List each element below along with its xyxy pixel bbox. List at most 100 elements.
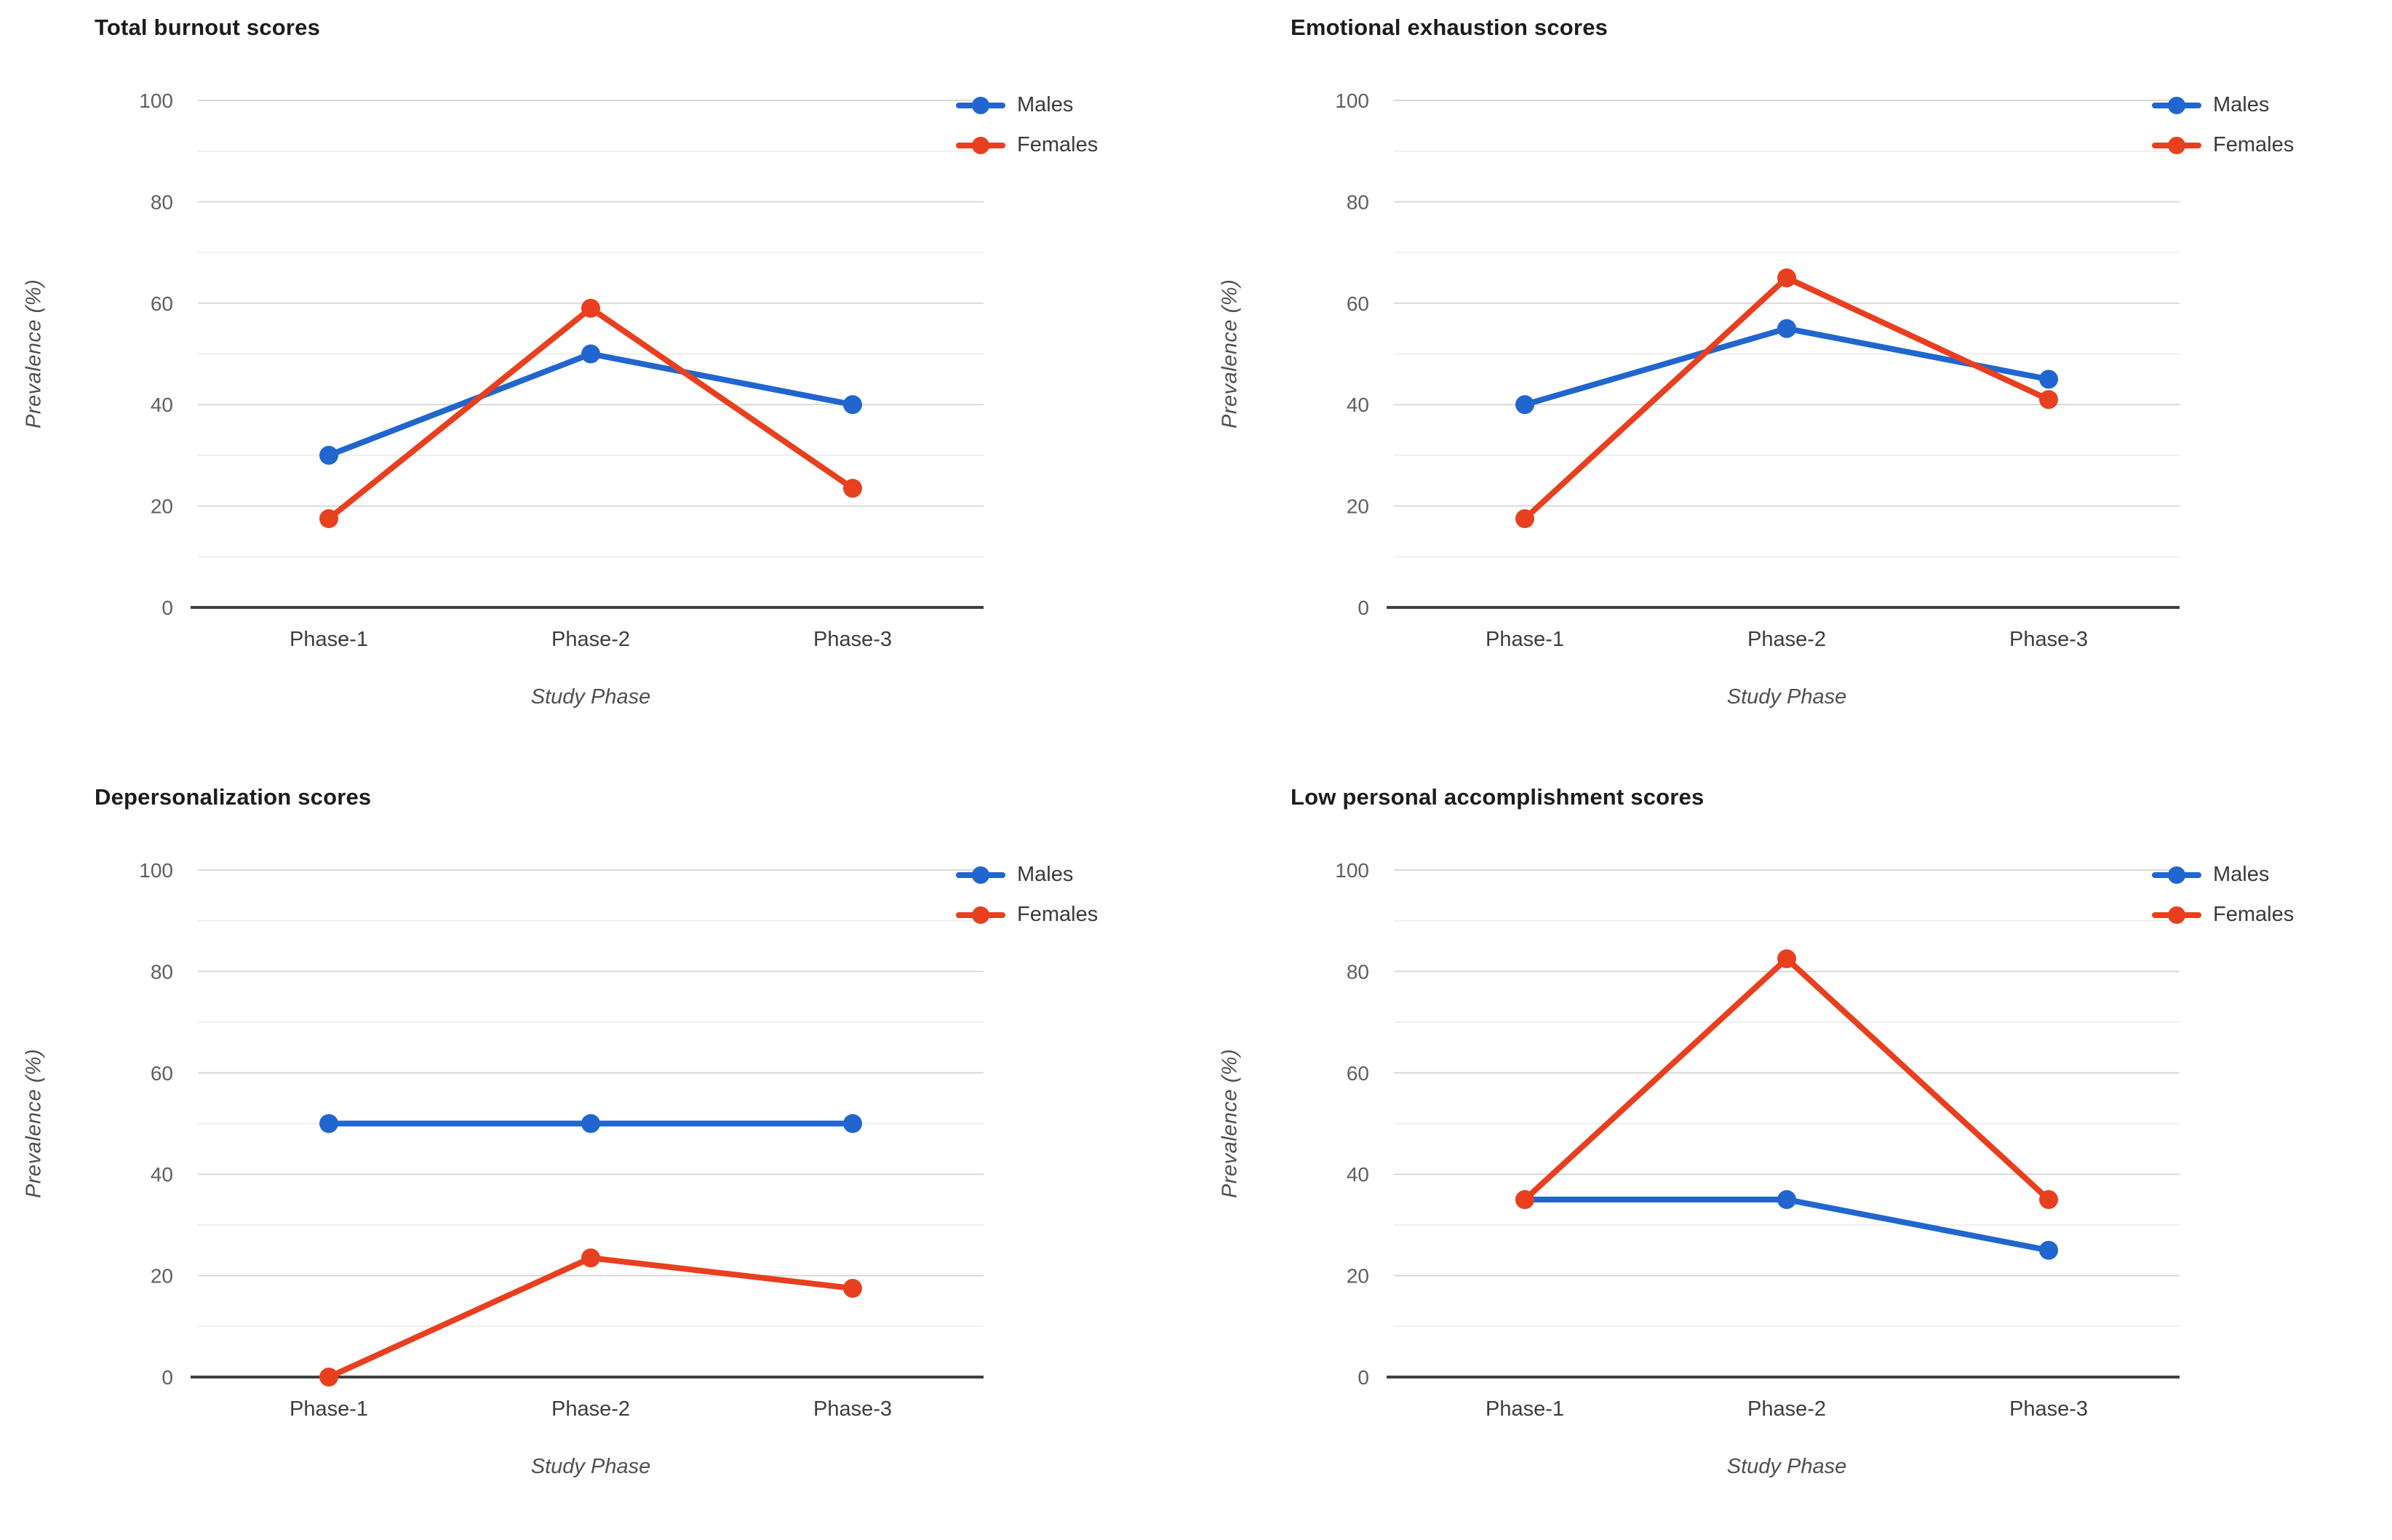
x-axis-title: Study Phase — [530, 685, 651, 709]
legend-label-females: Females — [2213, 133, 2295, 156]
x-tick-label: Phase-2 — [551, 628, 630, 651]
y-tick-label: 20 — [151, 1265, 173, 1288]
x-axis-title: Study Phase — [1726, 685, 1847, 709]
data-point-females — [1515, 1190, 1534, 1210]
data-point-males — [319, 445, 338, 465]
y-tick-label: 40 — [151, 394, 173, 416]
data-point-males — [2039, 1240, 2058, 1260]
data-point-females — [843, 1279, 862, 1298]
legend-item-males: Males — [2152, 93, 2294, 117]
y-tick-label: 60 — [1347, 292, 1369, 315]
y-tick-label: 40 — [151, 1163, 173, 1186]
legend-item-males: Males — [956, 93, 1098, 117]
x-tick-label: Phase-3 — [813, 628, 892, 651]
data-point-males — [1777, 319, 1796, 338]
x-tick-label: Phase-1 — [1486, 1397, 1564, 1421]
data-point-males — [843, 1114, 862, 1133]
data-point-males — [581, 1114, 600, 1133]
data-point-females — [2039, 1190, 2058, 1210]
legend-label-males: Males — [1017, 863, 1074, 886]
chart-title: Emotional exhaustion scores — [1291, 15, 1608, 40]
data-point-males — [581, 344, 600, 364]
legend-label-males: Males — [2213, 93, 2270, 116]
plot-area: 0 20 40 60 80 100 Phase-1 Phase-2 Phase-3 — [1335, 859, 2180, 1421]
legend: Males Females — [2152, 863, 2294, 927]
data-point-males — [843, 395, 862, 415]
y-tick-label: 40 — [1347, 1163, 1369, 1186]
data-point-females — [843, 479, 862, 498]
x-tick-label: Phase-1 — [1486, 628, 1564, 651]
y-tick-label: 80 — [1347, 191, 1369, 213]
plot-area: 0 20 40 60 80 100 Phase-1 Phase-2 Phase-3 — [139, 859, 984, 1421]
series-line-males — [1522, 325, 2052, 408]
y-tick-label: 100 — [139, 859, 173, 882]
y-tick-label: 20 — [1347, 1265, 1369, 1288]
legend-marker-males-icon — [956, 866, 1005, 885]
y-tick-label: 60 — [151, 292, 173, 315]
data-point-females — [581, 1248, 600, 1268]
legend-item-females: Females — [2152, 133, 2294, 157]
series-line-females — [1522, 274, 2052, 522]
chart-emotional-exhaustion: Emotional exhaustion scores Prevalence (… — [1196, 0, 2392, 770]
chart-total-burnout: Total burnout scores Prevalence (%) 0 20 4… — [0, 0, 1196, 770]
x-tick-label: Phase-3 — [2009, 628, 2088, 651]
data-point-females — [2039, 390, 2058, 410]
series-line-females — [326, 305, 856, 522]
legend-label-females: Females — [1017, 133, 1099, 156]
x-tick-label: Phase-2 — [551, 1397, 630, 1421]
data-point-females — [1777, 268, 1796, 287]
legend-label-females: Females — [2213, 903, 2295, 926]
y-tick-label: 100 — [1335, 89, 1369, 112]
x-tick-label: Phase-1 — [290, 1397, 368, 1421]
legend-label-males: Males — [2213, 863, 2270, 886]
y-tick-label: 0 — [162, 1366, 173, 1389]
data-point-females — [1777, 949, 1796, 968]
legend-marker-males-icon — [956, 96, 1005, 115]
legend-marker-males-icon — [2152, 866, 2201, 885]
chart-title: Low personal accomplishment scores — [1291, 784, 1705, 810]
y-tick-label: 0 — [1358, 597, 1369, 619]
data-point-males — [2039, 370, 2058, 389]
x-tick-label: Phase-2 — [1747, 628, 1826, 651]
y-tick-label: 20 — [1347, 495, 1369, 518]
y-tick-label: 0 — [1358, 1366, 1369, 1389]
y-tick-label: 100 — [1335, 859, 1369, 882]
data-point-females — [319, 509, 338, 529]
series-line-females — [1522, 955, 2052, 1203]
data-point-females — [581, 298, 600, 318]
legend-marker-females-icon — [956, 906, 1005, 925]
x-axis-title: Study Phase — [1726, 1455, 1847, 1478]
x-tick-label: Phase-3 — [813, 1397, 892, 1421]
x-tick-label: Phase-2 — [1747, 1397, 1826, 1421]
y-tick-label: 40 — [1347, 394, 1369, 416]
chart-depersonalization: Depersonalization scores Prevalence (%) … — [0, 770, 1196, 1540]
legend-label-females: Females — [1017, 903, 1099, 926]
legend-item-females: Females — [2152, 903, 2294, 927]
legend-item-females: Females — [956, 133, 1098, 157]
plot-area: 0 20 40 60 80 100 Phase-1 Phase-2 Phase-3 — [139, 89, 984, 651]
legend: Males Females — [956, 93, 1098, 157]
y-tick-label: 0 — [162, 597, 173, 619]
y-tick-label: 60 — [1347, 1062, 1369, 1085]
y-tick-label: 20 — [151, 495, 173, 518]
data-point-females — [1515, 509, 1534, 529]
legend-item-males: Males — [956, 863, 1098, 887]
chart-low-personal-accomplishment: Low personal accomplishment scores Preva… — [1196, 770, 2392, 1540]
data-point-males — [319, 1114, 338, 1133]
plot-area: 0 20 40 60 80 100 Phase-1 Phase-2 Phase-3 — [1335, 89, 2180, 651]
data-point-males — [1777, 1190, 1796, 1210]
legend-marker-females-icon — [956, 136, 1005, 155]
chart-title: Total burnout scores — [95, 15, 321, 40]
y-tick-label: 60 — [151, 1062, 173, 1085]
data-point-females — [319, 1368, 338, 1387]
chart-title: Depersonalization scores — [95, 784, 372, 810]
legend-label-males: Males — [1017, 93, 1074, 116]
legend: Males Females — [956, 863, 1098, 927]
data-point-males — [1515, 395, 1534, 415]
x-tick-label: Phase-1 — [290, 628, 368, 651]
y-tick-label: 80 — [1347, 960, 1369, 983]
legend-marker-males-icon — [2152, 96, 2201, 115]
legend: Males Females — [2152, 93, 2294, 157]
legend-item-males: Males — [2152, 863, 2294, 887]
